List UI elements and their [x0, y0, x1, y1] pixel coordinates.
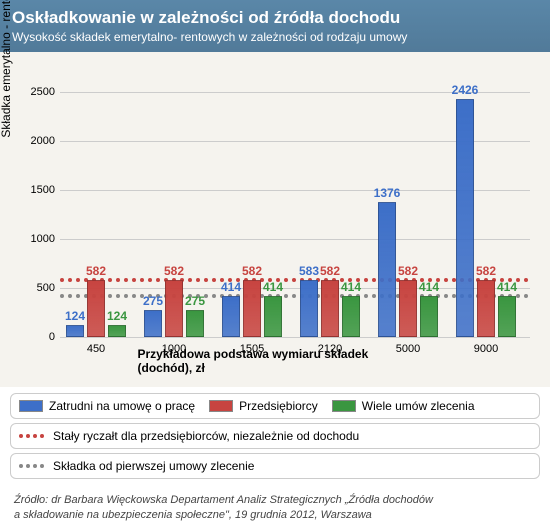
legend-label-s3: Wiele umów zlecenia [362, 399, 475, 413]
legend-item-s1: Zatrudni na umowę o pracę [19, 399, 195, 413]
swatch-s3 [332, 400, 356, 412]
bar-value-label: 582 [242, 264, 262, 278]
bar-s1 [66, 325, 84, 337]
legend-label-s2: Przedsiębiorcy [239, 399, 318, 413]
legend-item-s2: Przedsiębiorcy [209, 399, 318, 413]
bar-value-label: 414 [419, 280, 439, 294]
source: Źródło: dr Barbara Więckowska Departamen… [0, 489, 550, 527]
bar-value-label: 414 [497, 280, 517, 294]
bar-s3 [498, 296, 516, 337]
y-axis-label: Składka emerytalno - rentowa (zł) [0, 0, 13, 137]
y-tick-label: 1000 [25, 233, 55, 245]
bar-s2 [165, 280, 183, 337]
bar-s3 [108, 325, 126, 337]
bar-s1 [144, 310, 162, 337]
x-tick-label: 450 [87, 343, 105, 355]
legend-item-ref-red: Stały ryczałt dla przedsiębiorców, nieza… [19, 429, 359, 443]
legend-row-ref-grey: Składka od pierwszej umowy zlecenie [10, 453, 540, 479]
bar-s1 [222, 296, 240, 337]
bar-value-label: 414 [221, 280, 241, 294]
bar-value-label: 582 [398, 264, 418, 278]
y-tick-label: 0 [25, 331, 55, 343]
y-tick-label: 2000 [25, 135, 55, 147]
plot: 0500100015002000250012458212445027558227… [60, 67, 530, 337]
bar-value-label: 124 [107, 309, 127, 323]
bar-s2 [399, 280, 417, 337]
bar-value-label: 582 [86, 264, 106, 278]
legend-row-ref-red: Stały ryczałt dla przedsiębiorców, nieza… [10, 423, 540, 449]
bar-value-label: 583 [299, 264, 319, 278]
subtitle: Wysokość składek emerytalno- rentowych w… [12, 30, 538, 44]
bar-value-label: 414 [341, 280, 361, 294]
bar-value-label: 582 [320, 264, 340, 278]
y-tick-label: 500 [25, 282, 55, 294]
bar-value-label: 582 [164, 264, 184, 278]
bar-value-label: 2426 [452, 83, 479, 97]
dots-swatch-grey [19, 464, 47, 468]
bar-value-label: 582 [476, 264, 496, 278]
legend-item-s3: Wiele umów zlecenia [332, 399, 475, 413]
legend-label-ref-grey: Składka od pierwszej umowy zlecenie [53, 459, 254, 473]
legend-label-s1: Zatrudni na umowę o pracę [49, 399, 195, 413]
bar-value-label: 275 [185, 294, 205, 308]
bar-value-label: 275 [143, 294, 163, 308]
swatch-s2 [209, 400, 233, 412]
bar-s2 [243, 280, 261, 337]
bar-s2 [87, 280, 105, 337]
bar-s3 [264, 296, 282, 337]
chart-container: Oskładkowanie w zależności od źródła doc… [0, 0, 550, 528]
bar-s1 [300, 280, 318, 337]
bar-s2 [321, 280, 339, 337]
legend-item-ref-grey: Składka od pierwszej umowy zlecenie [19, 459, 254, 473]
bar-value-label: 1376 [374, 186, 401, 200]
y-tick-label: 2500 [25, 86, 55, 98]
bar-s3 [342, 296, 360, 337]
bar-value-label: 414 [263, 280, 283, 294]
source-line2: a składowanie na ubezpieczenia społeczne… [14, 508, 536, 523]
source-line1: Źródło: dr Barbara Więckowska Departamen… [14, 493, 536, 508]
bar-s1 [456, 99, 474, 337]
bar-s2 [477, 280, 495, 337]
chart-area: Składka emerytalno - rentowa (zł) 050010… [0, 52, 550, 387]
x-axis-label: Przykładowa podstawa wymiaru składek (do… [138, 347, 413, 375]
legend: Zatrudni na umowę o pracę Przedsiębiorcy… [0, 387, 550, 489]
x-tick-label: 9000 [474, 343, 498, 355]
bar-s3 [186, 310, 204, 337]
header: Oskładkowanie w zależności od źródła doc… [0, 0, 550, 52]
legend-label-ref-red: Stały ryczałt dla przedsiębiorców, nieza… [53, 429, 359, 443]
swatch-s1 [19, 400, 43, 412]
title: Oskładkowanie w zależności od źródła doc… [12, 8, 538, 28]
bar-s3 [420, 296, 438, 337]
bar-s1 [378, 202, 396, 337]
dots-swatch-red [19, 434, 47, 438]
y-tick-label: 1500 [25, 184, 55, 196]
legend-row-series: Zatrudni na umowę o pracę Przedsiębiorcy… [10, 393, 540, 419]
gridline [60, 337, 530, 338]
bar-value-label: 124 [65, 309, 85, 323]
